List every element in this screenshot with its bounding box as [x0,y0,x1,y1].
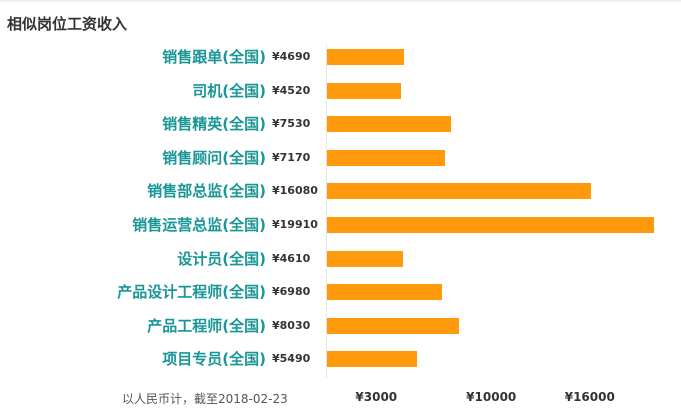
bar [327,217,654,233]
currency-footnote: 以人民币计，截至2018-02-23 [122,392,288,406]
value-label: ¥5490 [272,352,311,366]
value-label: ¥6980 [272,285,311,299]
value-label: ¥7530 [272,117,311,131]
bar [327,82,402,99]
x-tick-label: ¥10000 [466,390,517,404]
category-label: 销售跟单(全国) [162,48,266,66]
x-tick-label: ¥16000 [564,390,615,404]
chart-title: 相似岗位工资收入 [7,15,128,33]
bar [327,49,405,65]
category-label: 产品设计工程师(全国) [117,283,266,302]
bar [327,317,459,334]
x-tick-label: ¥3000 [355,390,398,404]
value-label: ¥4690 [272,50,311,63]
category-label: 销售运营总监(全国) [132,216,266,234]
bar [327,116,451,133]
value-label: ¥19910 [272,218,318,231]
bar [327,250,403,267]
value-label: ¥7170 [272,150,311,164]
category-label: 项目专员(全国) [162,350,266,369]
value-axis-baseline [326,44,327,378]
category-label: 产品工程师(全国) [147,316,266,335]
value-label: ¥4520 [272,83,311,97]
bar [327,351,418,368]
bar [327,183,592,200]
category-label: 销售顾问(全国) [162,148,266,167]
value-label: ¥16080 [272,184,318,198]
category-label: 销售部总监(全国) [147,182,266,201]
bar [327,284,442,301]
top-divider [0,0,681,2]
category-label: 销售精英(全国) [162,115,266,134]
bar [327,149,445,166]
category-label: 司机(全国) [192,81,266,100]
category-label: 设计员(全国) [177,249,266,268]
value-label: ¥8030 [272,318,311,332]
value-label: ¥4610 [272,251,311,265]
